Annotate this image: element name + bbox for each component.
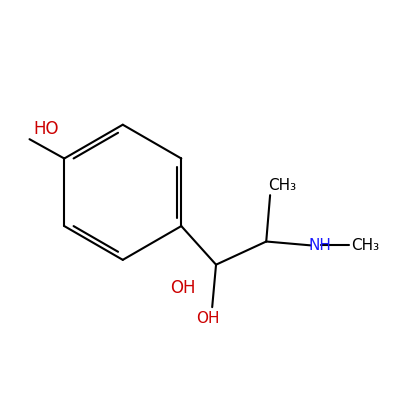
- Text: OH: OH: [170, 279, 195, 297]
- Text: CH₃: CH₃: [351, 238, 379, 253]
- Text: CH₃: CH₃: [268, 178, 296, 193]
- Text: HO: HO: [33, 120, 59, 138]
- Text: NH: NH: [309, 238, 332, 253]
- Text: OH: OH: [196, 311, 220, 326]
